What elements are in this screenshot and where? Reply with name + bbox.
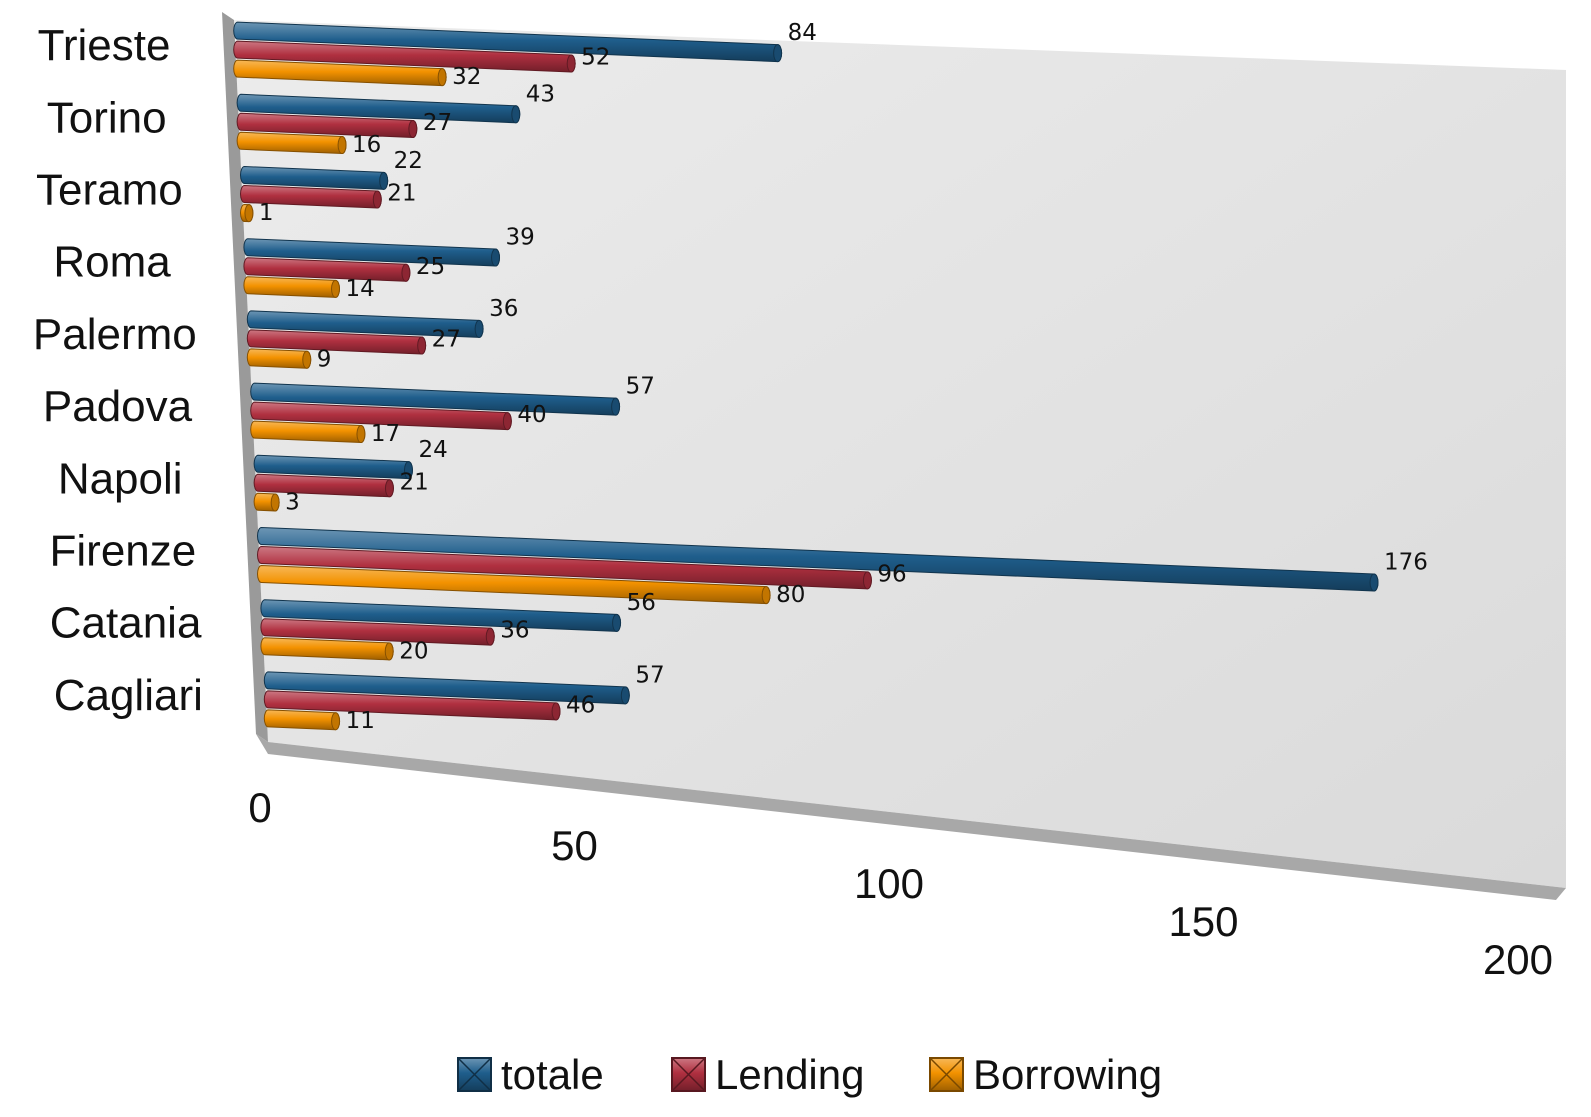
category-label-trieste: Trieste — [38, 21, 171, 70]
data-label-borrowing-napoli: 3 — [285, 490, 300, 516]
bar-borrowing-cagliari — [263, 709, 341, 731]
data-label-totale-padova: 57 — [626, 374, 655, 400]
bar-cap-borrowing-teramo — [244, 204, 254, 223]
bar-cap-borrowing-firenze — [761, 586, 771, 605]
bar-cap-lending-napoli — [384, 479, 394, 498]
data-label-totale-palermo: 36 — [489, 296, 518, 322]
data-label-lending-teramo: 21 — [387, 181, 416, 207]
bar-cap-borrowing-roma — [331, 279, 341, 298]
side-wall — [222, 12, 268, 742]
bar-cap-borrowing-catania — [384, 642, 394, 661]
data-label-borrowing-cagliari: 11 — [346, 708, 375, 734]
bar-series-group — [233, 21, 1379, 731]
data-label-totale-firenze: 176 — [1384, 549, 1428, 575]
bar-cap-lending-torino — [408, 119, 418, 138]
data-label-totale-napoli: 24 — [418, 437, 447, 463]
data-label-borrowing-palermo: 9 — [317, 347, 332, 373]
category-label-roma: Roma — [53, 238, 171, 287]
legend-swatch-bevel-lending — [671, 1057, 706, 1092]
category-label-palermo: Palermo — [33, 310, 197, 359]
bar-cap-lending-padova — [502, 412, 512, 431]
legend-label-borrowing: Borrowing — [973, 1051, 1162, 1098]
category-label-firenze: Firenze — [50, 527, 197, 576]
category-label-torino: Torino — [47, 93, 167, 142]
data-label-borrowing-catania: 20 — [399, 638, 428, 664]
category-label-napoli: Napoli — [58, 454, 183, 503]
data-label-borrowing-firenze: 80 — [776, 582, 805, 608]
bar-cap-lending-palermo — [417, 336, 427, 355]
bar-borrowing-palermo — [246, 348, 312, 369]
x-tick-label-0: 0 — [248, 784, 271, 831]
bar-cap-totale-cagliari — [620, 686, 630, 705]
data-label-lending-cagliari: 46 — [566, 692, 595, 718]
data-label-totale-torino: 43 — [526, 81, 555, 107]
data-label-borrowing-trieste: 32 — [452, 64, 481, 90]
data-label-lending-firenze: 96 — [877, 561, 906, 587]
category-label-teramo: Teramo — [36, 166, 183, 215]
bar-cap-totale-padova — [611, 397, 621, 416]
data-label-lending-torino: 27 — [423, 110, 452, 136]
chart-walls — [222, 12, 1566, 900]
data-label-borrowing-roma: 14 — [346, 276, 375, 302]
data-label-lending-padova: 40 — [517, 402, 546, 428]
bar-cap-borrowing-cagliari — [331, 712, 341, 731]
data-label-totale-catania: 56 — [627, 590, 656, 616]
x-tick-label-200: 200 — [1483, 936, 1553, 983]
category-axis: Trieste Torino Teramo Roma Palermo Padova Napo… — [33, 21, 203, 720]
legend-label-lending: Lending — [715, 1051, 864, 1098]
data-label-totale-cagliari: 57 — [635, 662, 664, 688]
legend-swatch-bevel-borrowing — [929, 1057, 964, 1092]
bar-cap-lending-firenze — [862, 571, 872, 590]
bar-cap-totale-teramo — [379, 171, 389, 190]
data-label-totale-trieste: 84 — [788, 20, 817, 46]
category-label-padova: Padova — [43, 382, 193, 431]
data-label-totale-roma: 39 — [506, 225, 535, 251]
bar-cap-borrowing-napoli — [270, 493, 280, 512]
category-label-cagliari: Cagliari — [54, 671, 203, 720]
data-label-lending-catania: 36 — [500, 618, 529, 644]
back-wall — [234, 20, 1566, 888]
data-label-totale-teramo: 22 — [394, 148, 423, 174]
x-tick-label-150: 150 — [1168, 898, 1238, 945]
bar-cap-lending-teramo — [372, 190, 382, 209]
bar-cap-totale-trieste — [773, 44, 783, 63]
category-label-catania: Catania — [50, 599, 202, 648]
bar-cap-lending-trieste — [566, 54, 576, 73]
data-label-borrowing-torino: 16 — [352, 132, 381, 158]
data-label-lending-palermo: 27 — [432, 327, 461, 353]
data-label-lending-napoli: 21 — [399, 469, 428, 495]
floor-edge — [256, 734, 1566, 900]
x-tick-label-100: 100 — [854, 860, 924, 907]
bar-cap-lending-catania — [485, 627, 495, 646]
bar-cap-lending-roma — [401, 263, 411, 282]
legend: totale Lending Borrowing — [457, 1051, 1162, 1098]
bar-cap-borrowing-padova — [356, 425, 366, 444]
bar-borrowing-roma — [243, 276, 340, 298]
bar-cap-borrowing-trieste — [437, 68, 447, 87]
bar-cap-totale-palermo — [474, 319, 484, 338]
bar-cap-borrowing-palermo — [302, 350, 312, 369]
data-label-lending-trieste: 52 — [581, 45, 610, 71]
bar-cap-totale-catania — [612, 613, 622, 632]
data-label-lending-roma: 25 — [416, 254, 445, 280]
bar-cap-totale-roma — [491, 248, 501, 267]
value-axis: 0 50 100 150 200 — [248, 784, 1553, 983]
data-label-borrowing-padova: 17 — [371, 421, 400, 447]
data-label-borrowing-teramo: 1 — [259, 200, 274, 226]
data-label-group: 84 52 32 43 27 16 22 21 1 39 25 14 36 27 9 57 40 17 24 21 3 1… — [259, 20, 1428, 734]
legend-swatch-bevel-totale — [457, 1057, 492, 1092]
bar-cap-borrowing-torino — [337, 136, 347, 155]
bar-cap-lending-cagliari — [551, 702, 561, 721]
bar-cap-totale-torino — [511, 105, 521, 124]
bar-cap-totale-firenze — [1369, 573, 1379, 592]
legend-label-totale: totale — [501, 1051, 604, 1098]
bar-cap-totale-napoli — [403, 461, 413, 480]
x-tick-label-50: 50 — [551, 822, 598, 869]
